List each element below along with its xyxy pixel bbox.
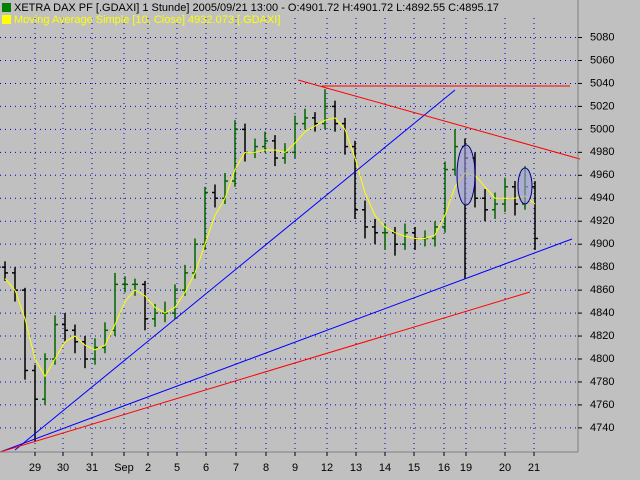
moving-average-line: [4, 117, 536, 378]
x-tick-label: 2: [145, 462, 151, 474]
x-tick-label: 29: [29, 462, 41, 474]
y-tick-label: 5060: [590, 54, 614, 66]
highlight-ellipse: [517, 167, 533, 205]
highlight-ellipse: [456, 144, 476, 206]
y-tick-label: 5080: [590, 31, 614, 43]
x-tick-label: 14: [379, 462, 391, 474]
chart-title: XETRA DAX PF [.GDAXI] 1 Stunde] 2005/09/…: [14, 2, 499, 14]
y-tick-label: 5000: [590, 123, 614, 135]
y-tick-label: 4900: [590, 238, 614, 250]
y-tick-label: 4920: [590, 215, 614, 227]
y-tick-label: 4880: [590, 261, 614, 273]
legend-icon: [2, 3, 11, 12]
y-tick-label: 4940: [590, 192, 614, 204]
x-tick-label: 8: [263, 462, 269, 474]
x-tick-label: 13: [350, 462, 362, 474]
x-tick-label: 9: [292, 462, 298, 474]
x-tick-label: 30: [57, 462, 69, 474]
trend-line: [297, 79, 581, 160]
y-tick-label: 4800: [590, 353, 614, 365]
trend-line: [14, 89, 456, 451]
trend-line: [0, 291, 531, 453]
x-tick-label: 6: [203, 462, 209, 474]
y-tick-label: 4960: [590, 169, 614, 181]
legend-entry: Moving Average Simple [10, Close] 4932.0…: [14, 14, 280, 26]
x-tick-label: 15: [408, 462, 420, 474]
marks: [2, 89, 538, 442]
y-tick-label: 5020: [590, 100, 614, 112]
legend-icon: [2, 15, 11, 24]
y-tick-label: 4760: [590, 399, 614, 411]
x-tick-label: Sep: [114, 462, 134, 474]
x-tick-label: 21: [528, 462, 540, 474]
y-tick-label: 4860: [590, 284, 614, 296]
x-tick-label: 12: [321, 462, 333, 474]
x-tick-label: 7: [233, 462, 239, 474]
y-tick-label: 4980: [590, 146, 614, 158]
y-tick-label: 5040: [590, 77, 614, 89]
x-tick-label: 16: [438, 462, 450, 474]
x-tick-label: 31: [86, 462, 98, 474]
y-tick-label: 4780: [590, 376, 614, 388]
x-tick-label: 5: [174, 462, 180, 474]
x-tick-label: 19: [460, 462, 472, 474]
trend-line: [0, 238, 573, 453]
y-tick-label: 4840: [590, 307, 614, 319]
y-tick-label: 4820: [590, 330, 614, 342]
y-tick-label: 4740: [590, 422, 614, 434]
x-tick-label: 20: [499, 462, 511, 474]
